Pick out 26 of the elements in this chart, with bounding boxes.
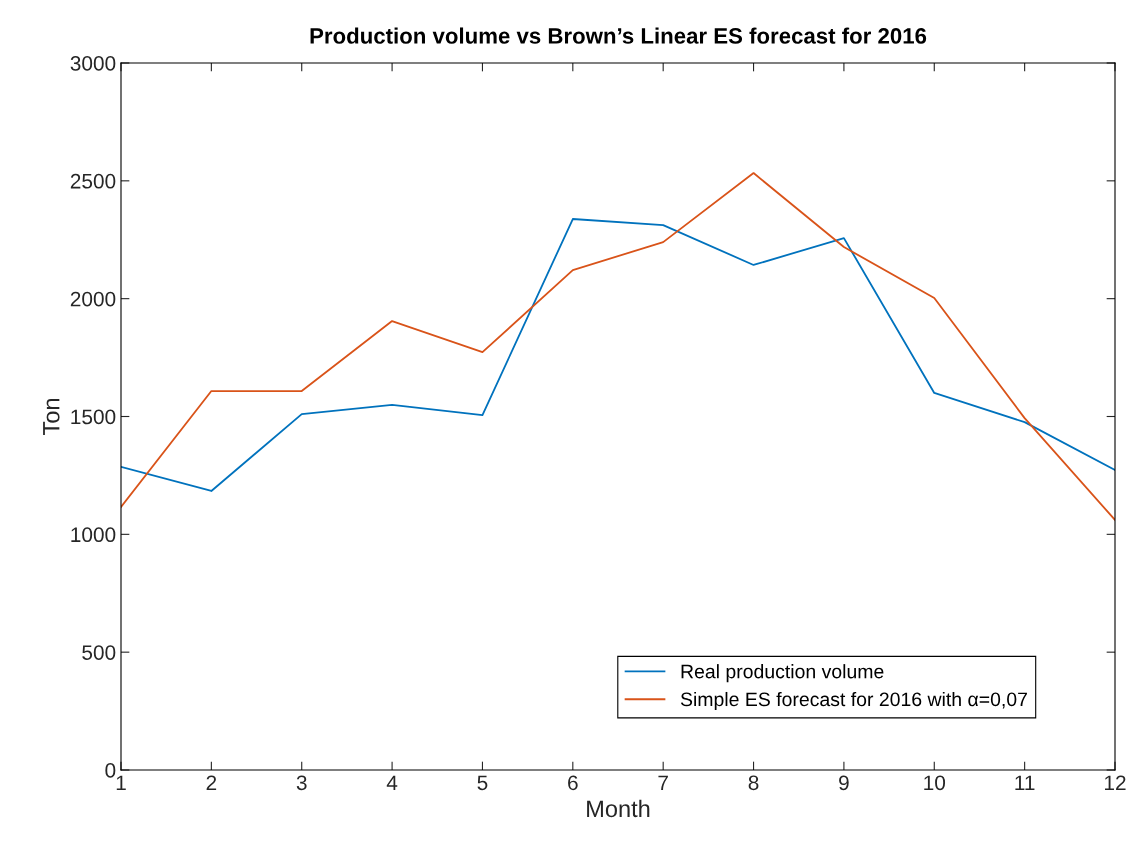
x-tick-label: 2 xyxy=(206,775,217,790)
chart-title: Production volume vs Brown’s Linear ES forecast for 2016 xyxy=(310,27,927,44)
x-tick-label: 11 xyxy=(1015,775,1035,790)
y-tick-label: 0 xyxy=(105,763,116,778)
line-series xyxy=(121,218,1115,492)
x-tick-label: 1 xyxy=(116,775,126,790)
y-tick-label: 500 xyxy=(82,645,116,660)
line-series xyxy=(121,172,1115,521)
x-tick-label: 8 xyxy=(748,775,759,791)
y-tick-label: 3000 xyxy=(70,56,116,71)
y-tick-label: 1000 xyxy=(71,527,116,543)
legend-label: Simple ES forecast for 2016 with α=0,07 xyxy=(680,691,1027,711)
x-tick-label: 4 xyxy=(386,775,398,790)
x-tick-label: 9 xyxy=(839,775,849,791)
x-tick-label: 10 xyxy=(924,775,946,791)
x-tick-label: 12 xyxy=(1105,775,1126,790)
y-tick-label: 2000 xyxy=(70,291,116,307)
y-axis-title: Ton xyxy=(43,399,60,435)
x-axis-title: Month xyxy=(587,799,650,818)
y-tick-label: 2500 xyxy=(70,173,116,189)
x-tick-label: 6 xyxy=(568,775,578,791)
x-tick-label: 5 xyxy=(477,775,488,791)
x-tick-label: 3 xyxy=(296,775,307,791)
legend-label: Real production volume xyxy=(681,664,884,683)
y-tick-label: 1500 xyxy=(71,409,116,425)
x-tick-label: 7 xyxy=(658,775,668,790)
